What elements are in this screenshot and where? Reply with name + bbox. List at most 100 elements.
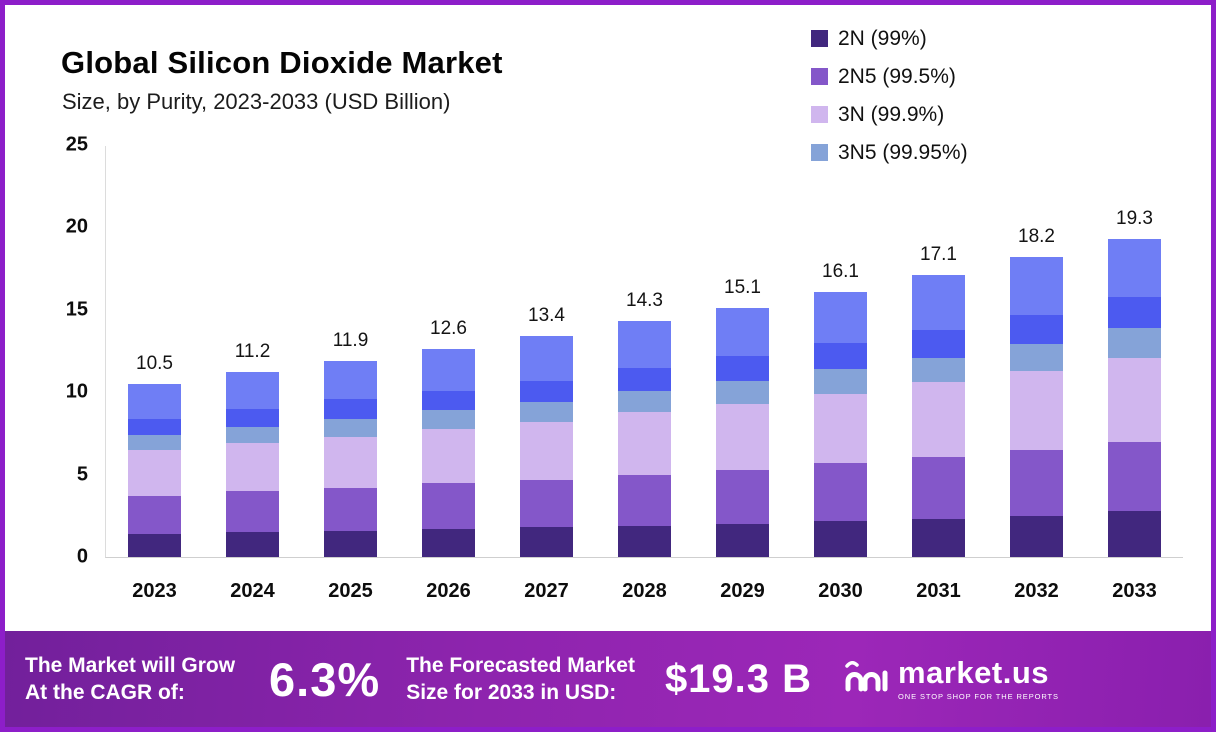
- bar-segment: [912, 519, 965, 557]
- forecast-value: $19.3 B: [664, 656, 813, 701]
- bar-segment: [128, 435, 181, 450]
- legend: 2N (99%) 2N5 (99.5%) 3N (99.9%) 3N5 (99.95%…: [811, 25, 968, 166]
- bar-segment: [1108, 441, 1161, 511]
- bar-column-2031: 17.1 2031: [912, 146, 965, 602]
- bar-segment: [1108, 510, 1161, 557]
- legend-label: 2N5 (99.5%): [838, 64, 956, 88]
- footer-banner: The Market will Grow At the CAGR of: 6.3…: [5, 631, 1211, 727]
- y-axis-tick-label: 20: [65, 215, 88, 238]
- bar-value-label: 16.1: [822, 260, 859, 282]
- bar-segment: [128, 384, 181, 419]
- x-axis-label: 2025: [328, 580, 373, 602]
- bar-segment: [422, 482, 475, 529]
- logo-text: market.us: [898, 655, 1050, 690]
- x-axis-label: 2029: [720, 580, 765, 602]
- legend-swatch: [811, 144, 828, 161]
- legend-label: 3N5 (99.95%): [838, 140, 968, 164]
- bar-column-2032: 18.2 2032: [1010, 146, 1063, 602]
- chart-title: Global Silicon Dioxide Market: [61, 45, 503, 80]
- bar-segment: [814, 369, 867, 394]
- bar-segment: [422, 428, 475, 483]
- bar-segment: [226, 443, 279, 492]
- bar-segment: [128, 533, 181, 557]
- chart-area: Global Silicon Dioxide Market Size, by P…: [5, 5, 1211, 631]
- y-axis-tick-label: 0: [76, 545, 88, 568]
- bar-segment: [1108, 239, 1161, 297]
- bar-segment: [520, 479, 573, 528]
- x-axis-label: 2028: [622, 580, 667, 602]
- bar-value-label: 15.1: [724, 277, 761, 299]
- market-us-logo-icon: [844, 656, 890, 703]
- bar-segment: [1010, 257, 1063, 315]
- cagr-value: 6.3%: [269, 652, 381, 706]
- bar-segment: [128, 449, 181, 497]
- bar-value-label: 17.1: [920, 244, 957, 266]
- x-axis-label: 2031: [916, 580, 961, 602]
- bar-column-2033: 19.3 2033: [1108, 146, 1161, 602]
- bar-segment: [324, 487, 377, 531]
- y-axis-tick-label: 25: [65, 133, 88, 156]
- bar-value-label: 12.6: [430, 318, 467, 340]
- bar-segment: [716, 524, 769, 557]
- chart-subtitle: Size, by Purity, 2023-2033 (USD Billion): [62, 89, 451, 114]
- bar-segment: [618, 367, 671, 391]
- y-axis-tick-label: 5: [76, 463, 88, 486]
- bar-segment: [912, 382, 965, 457]
- bar-segment: [324, 360, 377, 399]
- bar-segment: [814, 393, 867, 464]
- bar-segment: [912, 275, 965, 330]
- bar-segment: [520, 336, 573, 381]
- bar-column-2025: 11.9 2025: [324, 146, 377, 602]
- bar-value-label: 18.2: [1018, 226, 1055, 248]
- bar-segment: [226, 426, 279, 444]
- bar-segment: [716, 355, 769, 381]
- bar-segment: [422, 529, 475, 557]
- bar-segment: [1010, 344, 1063, 371]
- y-axis-tick-label: 10: [65, 380, 88, 403]
- bar-segment: [324, 436, 377, 488]
- x-axis-label: 2030: [818, 580, 863, 602]
- legend-item: 2N (99%): [811, 25, 968, 52]
- bar-column-2026: 12.6 2026: [422, 146, 475, 602]
- bar-segment: [1108, 357, 1161, 442]
- bar-segment: [618, 321, 671, 368]
- bar-segment: [128, 418, 181, 436]
- bar-segment: [520, 380, 573, 403]
- cagr-label: The Market will Grow At the CAGR of:: [25, 653, 236, 704]
- bar-segment: [1108, 328, 1161, 358]
- x-axis-label: 2026: [426, 580, 471, 602]
- bar-value-label: 13.4: [528, 305, 565, 327]
- bar-segment: [422, 390, 475, 411]
- bar-segment: [716, 380, 769, 404]
- bar-segment: [1010, 449, 1063, 516]
- bar-segment: [324, 530, 377, 557]
- bars-container: 10.5 2023 11.2 2024 11.9 2025 12.6 2026 13.4 2027…: [106, 146, 1183, 602]
- bar-segment: [226, 532, 279, 557]
- x-axis-label: 2033: [1112, 580, 1157, 602]
- logo-tagline: ONE STOP SHOP FOR THE REPORTS: [898, 692, 1059, 701]
- legend-item: 3N (99.9%): [811, 101, 968, 128]
- bar-segment: [1010, 314, 1063, 345]
- bar-segment: [1010, 515, 1063, 557]
- bar-segment: [912, 357, 965, 383]
- bar-segment: [226, 372, 279, 409]
- bar-column-2027: 13.4 2027: [520, 146, 573, 602]
- bar-segment: [814, 342, 867, 370]
- legend-swatch: [811, 68, 828, 85]
- bar-value-label: 19.3: [1116, 208, 1153, 230]
- bar-segment: [618, 474, 671, 526]
- bar-segment: [1010, 370, 1063, 450]
- bar-segment: [716, 403, 769, 470]
- forecast-label: The Forecasted Market Size for 2033 in U…: [406, 653, 635, 704]
- bar-segment: [422, 349, 475, 391]
- bar-column-2030: 16.1 2030: [814, 146, 867, 602]
- bar-column-2024: 11.2 2024: [226, 146, 279, 602]
- bar-column-2029: 15.1 2029: [716, 146, 769, 602]
- bar-segment: [618, 525, 671, 557]
- bar-segment: [618, 390, 671, 413]
- bar-segment: [716, 308, 769, 356]
- legend-item: 2N5 (99.5%): [811, 63, 968, 90]
- y-axis-tick-label: 15: [65, 298, 88, 321]
- x-axis-label: 2032: [1014, 580, 1059, 602]
